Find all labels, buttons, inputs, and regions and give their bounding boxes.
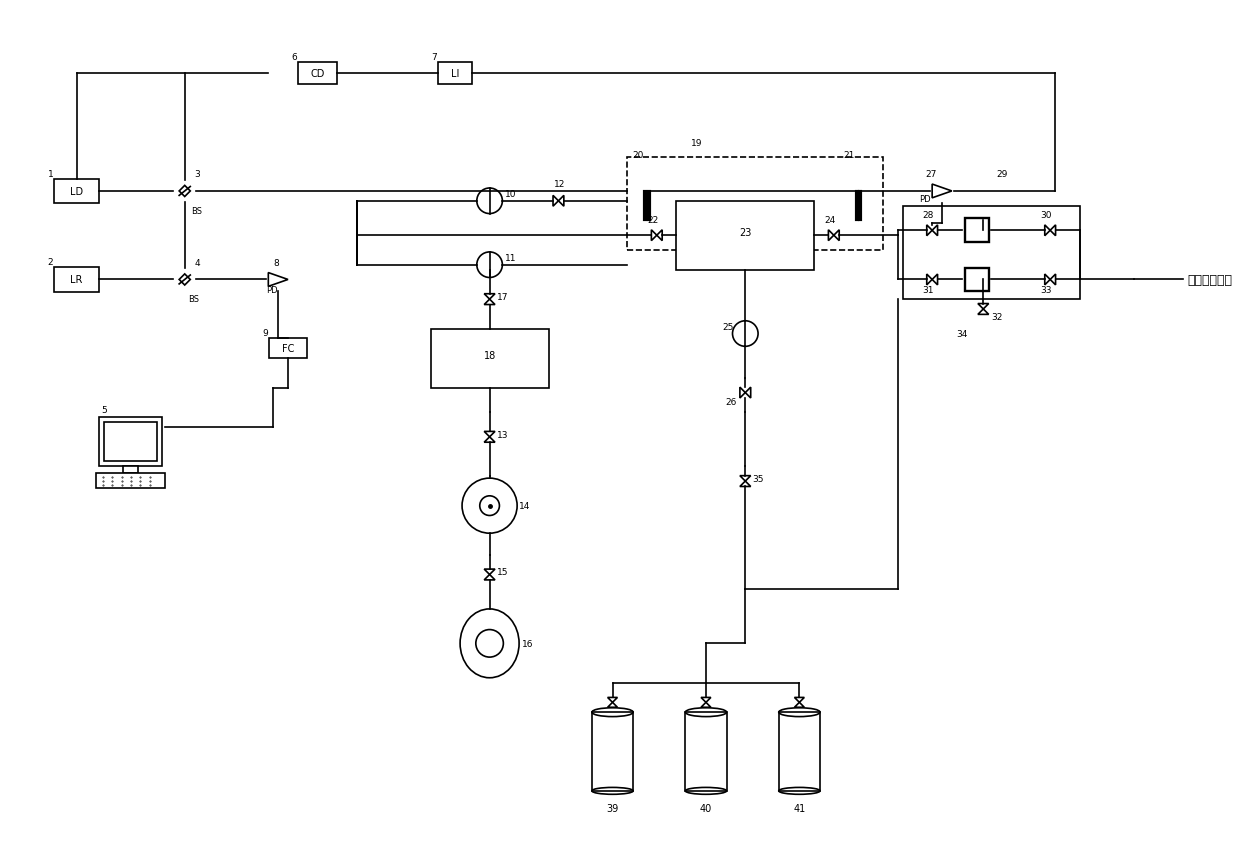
Text: 14: 14 [520,502,531,510]
Polygon shape [1045,274,1050,285]
Text: 5: 5 [102,406,107,415]
Text: LR: LR [71,275,83,285]
Polygon shape [701,698,711,703]
Polygon shape [932,226,937,236]
Text: BS: BS [192,206,202,216]
Text: 7: 7 [432,53,436,62]
Polygon shape [657,231,662,241]
Text: 20: 20 [632,150,644,159]
Polygon shape [740,388,745,399]
Text: 3: 3 [195,170,201,179]
Polygon shape [795,698,805,703]
Bar [965,219,990,243]
Bar [55,268,99,292]
Polygon shape [651,231,657,241]
Text: 27: 27 [925,170,936,179]
Polygon shape [558,196,564,207]
Text: 4: 4 [195,258,200,268]
Text: 6: 6 [291,53,296,62]
Text: 39: 39 [606,803,619,813]
Polygon shape [740,481,750,486]
Text: 33: 33 [1040,286,1052,295]
Text: 真空校准系统: 真空校准系统 [1188,273,1233,286]
Polygon shape [484,575,495,580]
Text: 19: 19 [691,139,703,147]
Polygon shape [484,295,495,300]
Polygon shape [795,703,805,707]
Polygon shape [608,703,618,707]
Bar [627,158,883,250]
Text: FC: FC [281,344,294,354]
Text: 25: 25 [723,322,734,331]
Polygon shape [833,231,839,241]
Polygon shape [932,274,937,285]
Bar [591,712,634,791]
Text: BS: BS [187,295,198,304]
Text: PD: PD [919,194,931,204]
Text: 35: 35 [753,475,764,483]
Text: 9: 9 [263,329,268,338]
Text: 30: 30 [1040,211,1052,220]
Text: PD: PD [267,286,278,295]
Bar [99,417,162,467]
Bar [677,202,815,270]
Polygon shape [484,300,495,305]
Text: 26: 26 [725,398,737,407]
Text: CD: CD [310,69,325,79]
Text: 24: 24 [823,216,836,225]
Bar [123,467,139,474]
Text: 11: 11 [506,254,517,262]
Text: LD: LD [69,187,83,197]
Polygon shape [1045,226,1050,236]
Polygon shape [1050,274,1055,285]
Polygon shape [978,304,988,309]
Polygon shape [484,432,495,437]
Text: 32: 32 [991,313,1002,321]
Text: 16: 16 [522,639,533,648]
Bar [298,63,337,84]
Polygon shape [484,569,495,575]
Bar [55,180,99,204]
Bar [965,268,990,292]
Polygon shape [1050,226,1055,236]
Text: 13: 13 [496,430,508,440]
Text: 1: 1 [47,170,53,178]
Text: 18: 18 [484,351,496,360]
Text: 22: 22 [647,216,658,225]
Bar [104,423,157,462]
Text: 21: 21 [843,150,856,159]
Polygon shape [926,274,932,285]
Polygon shape [701,703,711,707]
Bar [686,712,727,791]
Polygon shape [978,309,988,315]
Polygon shape [926,226,932,236]
Bar [779,712,820,791]
Polygon shape [553,196,558,207]
Text: 10: 10 [506,190,517,199]
Polygon shape [828,231,833,241]
Text: 17: 17 [496,293,508,302]
Polygon shape [608,698,618,703]
Text: 8: 8 [273,258,279,268]
Polygon shape [745,388,750,399]
Bar [438,63,472,84]
Text: 31: 31 [923,286,934,295]
Text: 2: 2 [48,258,53,267]
Text: 40: 40 [699,803,712,813]
Text: 34: 34 [957,329,968,338]
Text: 41: 41 [794,803,806,813]
Text: 23: 23 [739,228,751,238]
Text: 28: 28 [923,211,934,220]
Bar [269,339,306,359]
Bar [903,206,1080,300]
Text: 15: 15 [496,567,508,577]
Bar [97,474,165,488]
Polygon shape [740,476,750,481]
Bar [430,329,548,389]
Polygon shape [484,437,495,443]
Text: LI: LI [451,69,459,79]
Text: 12: 12 [553,180,565,189]
Text: 29: 29 [996,170,1007,179]
